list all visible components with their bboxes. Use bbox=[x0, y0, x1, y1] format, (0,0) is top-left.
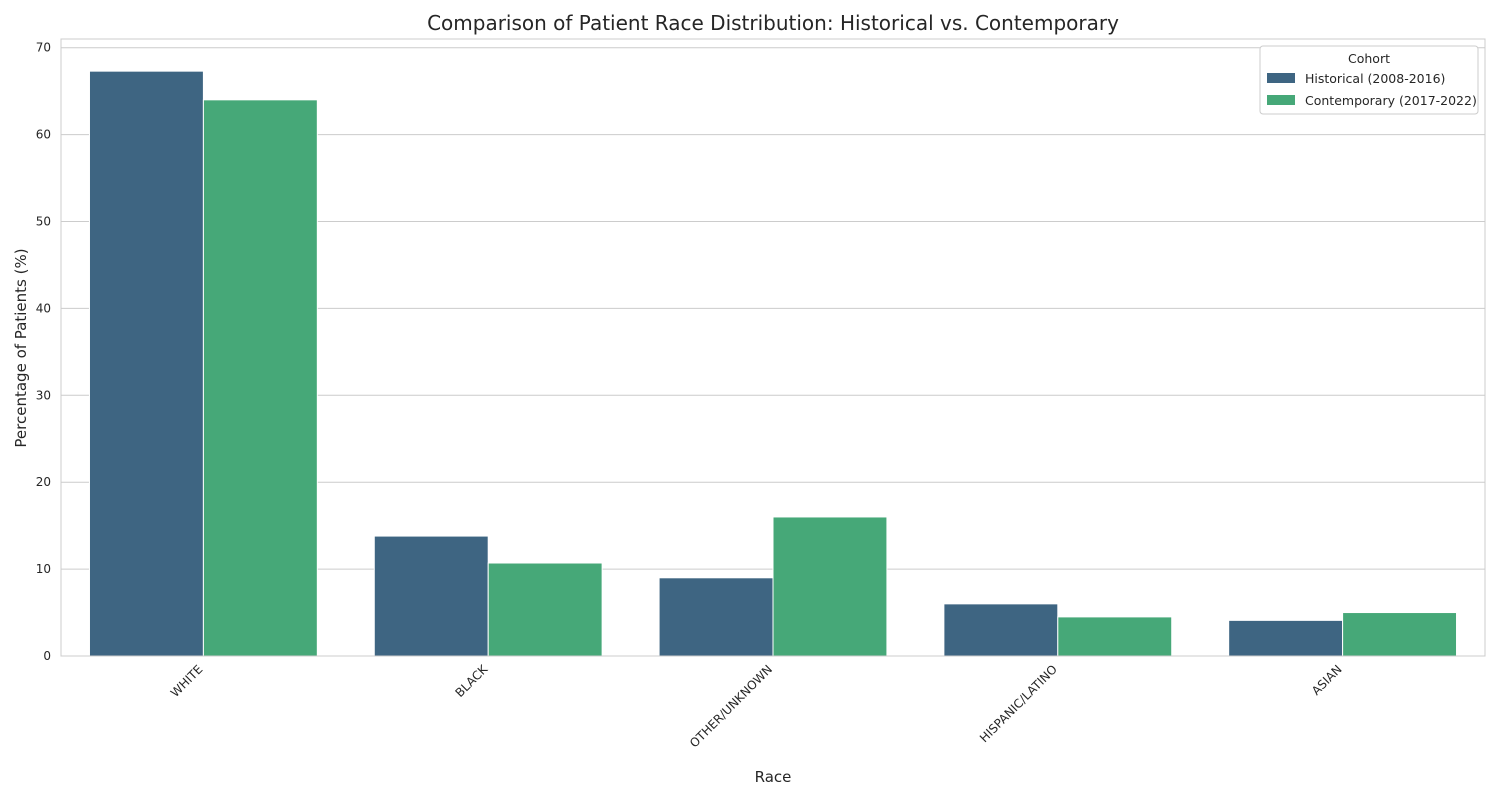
bar-contemporary bbox=[202, 99, 318, 657]
legend-label-contemporary: Contemporary (2017-2022) bbox=[1305, 93, 1477, 108]
y-tick-label: 30 bbox=[36, 388, 51, 402]
bar-historical bbox=[373, 535, 489, 657]
y-tick-label: 40 bbox=[36, 301, 51, 315]
chart-title: Comparison of Patient Race Distribution:… bbox=[427, 11, 1119, 35]
legend: Cohort Historical (2008-2016) Contempora… bbox=[1259, 45, 1479, 115]
x-axis-label: Race bbox=[755, 768, 792, 786]
bar-historical bbox=[658, 577, 774, 657]
bar-contemporary bbox=[1057, 616, 1173, 657]
bar-historical bbox=[943, 603, 1059, 657]
y-tick-label: 70 bbox=[36, 41, 51, 55]
bar-historical bbox=[1228, 619, 1344, 657]
x-tick-label: WHITE bbox=[168, 662, 206, 700]
x-tick-label: HISPANIC/LATINO bbox=[977, 662, 1060, 745]
bar-contemporary bbox=[1342, 612, 1458, 657]
x-tick-label: BLACK bbox=[453, 661, 492, 700]
x-tick-label: ASIAN bbox=[1309, 662, 1345, 698]
plot-frame bbox=[60, 38, 1486, 657]
bars bbox=[88, 70, 1458, 657]
legend-swatch-historical bbox=[1267, 73, 1295, 83]
bar-contemporary bbox=[487, 562, 603, 657]
y-tick-label: 0 bbox=[43, 649, 51, 663]
legend-box bbox=[1259, 45, 1479, 115]
y-tick-label: 10 bbox=[36, 562, 51, 576]
x-tick-labels: WHITE BLACK OTHER/UNKNOWN HISPANIC/LATINO AS… bbox=[168, 661, 1345, 750]
y-tick-label: 20 bbox=[36, 475, 51, 489]
legend-label-historical: Historical (2008-2016) bbox=[1305, 71, 1445, 86]
legend-title: Cohort bbox=[1348, 51, 1390, 66]
bar-contemporary bbox=[772, 516, 888, 657]
y-tick-labels: 0 10 20 30 40 50 60 70 bbox=[36, 41, 51, 663]
y-axis-label: Percentage of Patients (%) bbox=[12, 248, 30, 447]
x-tick-label: OTHER/UNKNOWN bbox=[687, 662, 775, 750]
bar-historical bbox=[88, 70, 204, 657]
y-tick-label: 60 bbox=[36, 128, 51, 142]
legend-swatch-contemporary bbox=[1267, 95, 1295, 105]
y-tick-label: 50 bbox=[36, 214, 51, 228]
